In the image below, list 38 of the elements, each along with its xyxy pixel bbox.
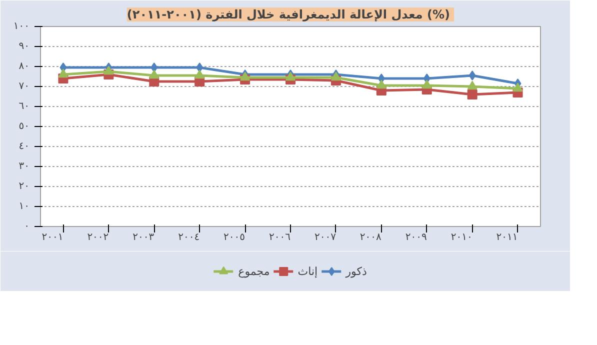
y-tick-label: ١٠: [18, 201, 30, 212]
point: [150, 62, 158, 72]
y-tick-label: ٣٠: [18, 161, 30, 172]
x-tick-label: ٢٠٠٩: [405, 232, 427, 243]
legend-label: إناث: [298, 264, 318, 278]
x-tick-label: ٢٠١١: [496, 232, 518, 243]
x-tick-label: ٢٠٠٨: [360, 232, 382, 243]
x-tick-label: ٢٠٠٦: [269, 232, 290, 243]
y-tick-label: ٦٠: [18, 101, 30, 112]
legend-label: مجموع: [238, 264, 270, 278]
y-tick-label: ٢٠: [18, 181, 30, 192]
y-tick-label: ٠: [24, 221, 30, 232]
y-tick-label: ٩٠: [18, 41, 30, 52]
x-tick-label: ٢٠٠٥: [224, 232, 246, 243]
y-tick-label: ٥٠: [18, 121, 30, 132]
point: [512, 82, 523, 92]
point: [376, 80, 386, 89]
point: [422, 80, 432, 89]
point: [194, 70, 205, 79]
y-tick-label: ٨٠: [18, 61, 30, 72]
point: [58, 68, 68, 78]
point: [104, 66, 114, 75]
y-tick-label: ٤٠: [18, 141, 30, 152]
x-tick-label: ٢٠٠٧: [314, 232, 337, 243]
x-tick-label: ٢٠٠٤: [178, 232, 200, 243]
y-tick-label: ١٠٠: [13, 21, 30, 32]
x-tick-label: ٢٠٠٣: [132, 232, 155, 243]
x-tick-label: ٢٠٠٢: [87, 232, 109, 243]
chart-title: معدل الإعالة الديمغرافية خلال الفترة (٢٠٠١-٢٠١١) (%): [126, 8, 450, 22]
point: [468, 70, 476, 80]
x-tick-label: ٢٠٠١: [42, 232, 64, 243]
point: [149, 70, 160, 79]
legend-label: ذكور: [346, 264, 367, 278]
point: [467, 80, 478, 90]
y-tick-label: ٧٠: [18, 81, 30, 92]
x-tick-label: ٢٠١٠: [450, 232, 472, 243]
point: [196, 62, 204, 72]
point: [467, 90, 478, 100]
